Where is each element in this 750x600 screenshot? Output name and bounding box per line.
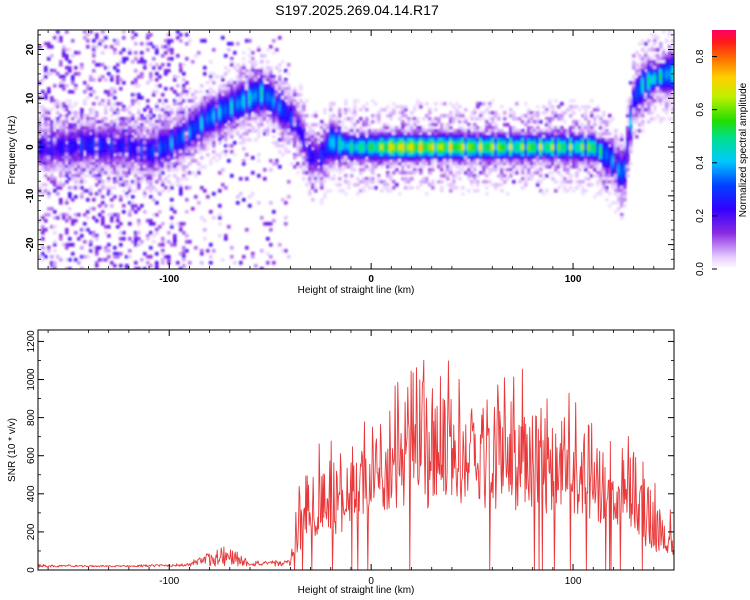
spectrogram-frame xyxy=(37,29,675,270)
spectrogram-y-tick-label: -20 xyxy=(25,237,36,252)
snr-y-tick-label: 600 xyxy=(26,447,37,464)
snr-y-tick-label: 200 xyxy=(26,523,37,540)
snr-x-tick-label: -100 xyxy=(159,576,179,587)
snr-frame xyxy=(37,329,675,571)
spectrogram-y-tick-label: -10 xyxy=(25,188,36,203)
spectrogram-y-label: Frequency (Hz) xyxy=(7,116,18,185)
snr-y-label: SNR (10 * v/v) xyxy=(7,418,18,482)
spectrogram-x-label: Height of straight line (km) xyxy=(298,285,415,296)
spectrogram-y-ticks: -20 -10 0 10 20 xyxy=(25,34,674,270)
colorbar-ticks: 0.0 0.2 0.4 0.6 0.8 xyxy=(695,49,717,276)
colorbar-tick-label: 0.6 xyxy=(695,102,706,116)
spectrogram-y-tick-label: 10 xyxy=(25,92,36,104)
colorbar-tick-label: 0.8 xyxy=(695,49,706,63)
spectrogram-y-tick-label: 0 xyxy=(25,144,36,150)
snr-x-label: Height of straight line (km) xyxy=(298,585,415,596)
snr-y-tick-label: 1000 xyxy=(26,368,37,391)
spectrogram-x-tick-label: 100 xyxy=(565,274,582,285)
spectrogram-x-tick-label: -100 xyxy=(159,274,179,285)
spectrogram-y-tick-label: 20 xyxy=(25,44,36,56)
snr-x-tick-label: 100 xyxy=(565,576,582,587)
snr-panel: -100 0 100 0 200 400 600 800 1000 1200 Height of… xyxy=(7,329,675,596)
snr-y-tick-label: 800 xyxy=(26,409,37,426)
spectrogram-x-tick-label: 0 xyxy=(368,274,374,285)
spectrogram-x-ticks: -100 0 100 xyxy=(47,30,655,285)
colorbar-tick-label: 0.0 xyxy=(695,262,706,276)
colorbar-tick-label: 0.2 xyxy=(695,209,706,223)
colorbar-label: Normalized spectral amplitude xyxy=(738,82,749,217)
snr-plot-area xyxy=(38,330,674,570)
spectrogram-cells xyxy=(38,30,674,269)
snr-y-tick-label: 0 xyxy=(26,567,37,573)
snr-series-line xyxy=(38,359,674,570)
snr-y-ticks: 0 200 400 600 800 1000 1200 xyxy=(26,330,674,573)
colorbar: 0.0 0.2 0.4 0.6 0.8 Normalized spectral ampl… xyxy=(695,30,749,276)
chart-title: S197.2025.269.04.14.R17 xyxy=(275,2,439,18)
snr-x-tick-label: 0 xyxy=(368,576,374,587)
colorbar-tick-label: 0.4 xyxy=(695,155,706,169)
snr-y-tick-label: 400 xyxy=(26,485,37,502)
colorbar-gradient xyxy=(712,30,736,269)
snr-y-tick-label: 1200 xyxy=(26,330,37,353)
snr-x-ticks: -100 0 100 xyxy=(47,330,655,587)
